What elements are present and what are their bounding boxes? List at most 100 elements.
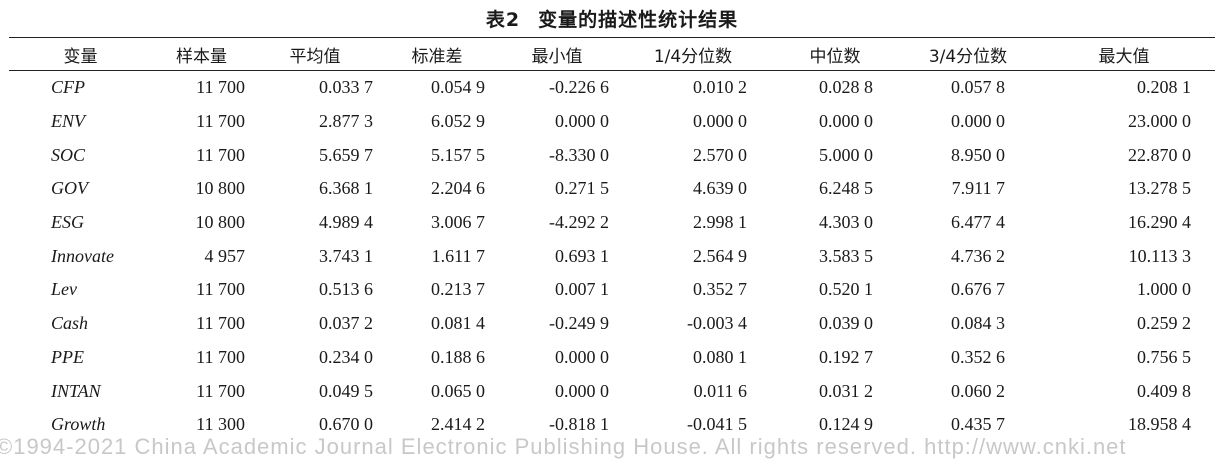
q1-cell: 0.010 2 [693,77,747,98]
min-cell: -4.292 2 [549,212,609,233]
max-cell: 0.208 1 [1137,77,1191,98]
q3-cell: 0.435 7 [951,414,1005,435]
min-cell: 0.693 1 [555,245,609,266]
min-cell: 0.000 0 [555,380,609,401]
max-cell: 10.113 3 [1128,245,1191,266]
q3-cell: 8.950 0 [951,144,1005,165]
q3-cell: 0.060 2 [951,380,1005,401]
header-std-dev: 标准差 [379,37,495,71]
sample-size-cell: 4 957 [204,245,246,266]
median-cell: 0.124 9 [819,414,873,435]
q3-cell: 6.477 4 [951,212,1005,233]
std-dev-cell: 2.414 2 [431,414,485,435]
std-dev-cell: 0.081 4 [431,313,485,334]
variable-cell: PPE [51,346,84,367]
table-row: GOV 10 800 6.368 1 2.204 6 0.271 5 4.639 0 6.2… [9,172,1215,206]
table-row: SOC 11 700 5.659 7 5.157 5 -8.330 0 2.570 0 5.… [9,138,1215,172]
std-dev-cell: 6.052 9 [431,111,485,132]
variable-cell: GOV [51,178,88,199]
variable-cell: CFP [51,77,85,98]
table-row: ENV 11 700 2.877 3 6.052 9 0.000 0 0.000 0 0.0… [9,105,1215,139]
q3-cell: 0.057 8 [951,77,1005,98]
sample-size-cell: 11 700 [196,380,245,401]
min-cell: -0.226 6 [549,77,609,98]
min-cell: -0.818 1 [549,414,609,435]
mean-cell: 4.989 4 [319,212,373,233]
median-cell: 0.000 0 [819,111,873,132]
median-cell: 0.039 0 [819,313,873,334]
mean-cell: 0.049 5 [319,380,373,401]
std-dev-cell: 3.006 7 [431,212,485,233]
std-dev-cell: 1.611 7 [431,245,485,266]
variable-cell: Growth [51,414,106,435]
mean-cell: 3.743 1 [319,245,373,266]
max-cell: 23.000 0 [1128,111,1191,132]
median-cell: 0.192 7 [819,346,873,367]
table-row: INTAN 11 700 0.049 5 0.065 0 0.000 0 0.011 6 0… [9,374,1215,408]
std-dev-cell: 0.065 0 [431,380,485,401]
max-cell: 0.756 5 [1137,346,1191,367]
max-cell: 18.958 4 [1128,414,1191,435]
table-number: 表2 [485,9,521,31]
q1-cell: 2.564 9 [693,245,747,266]
q3-cell: 0.084 3 [951,313,1005,334]
q1-cell: 4.639 0 [693,178,747,199]
table-title: 变量的描述性统计结果 [538,9,739,31]
mean-cell: 0.033 7 [319,77,373,98]
descriptive-statistics-table: 变量 样本量 平均值 标准差 最小值 1/4分位数 中位数 3/4分位数 最大值… [9,37,1215,442]
sample-size-cell: 11 700 [196,77,245,98]
max-cell: 0.259 2 [1137,313,1191,334]
q1-cell: -0.003 4 [687,313,747,334]
table-row: Growth 11 300 0.670 0 2.414 2 -0.818 1 -0.041… [9,408,1215,442]
median-cell: 0.031 2 [819,380,873,401]
mean-cell: 0.037 2 [319,313,373,334]
min-cell: -0.249 9 [549,313,609,334]
table-caption: 表2 变量的描述性统计结果 [0,5,1224,32]
table-row: Cash 11 700 0.037 2 0.081 4 -0.249 9 -0.003 4… [9,307,1215,341]
max-cell: 13.278 5 [1128,178,1191,199]
q1-cell: 0.080 1 [693,346,747,367]
q1-cell: 2.998 1 [693,212,747,233]
table-row: Lev 11 700 0.513 6 0.213 7 0.007 1 0.352 7 0.5… [9,273,1215,307]
std-dev-cell: 0.213 7 [431,279,485,300]
q1-cell: 0.011 6 [693,380,747,401]
mean-cell: 2.877 3 [319,111,373,132]
header-median: 中位数 [767,37,903,71]
table-row: Innovate 4 957 3.743 1 1.611 7 0.693 1 2.564 … [9,239,1215,273]
q3-cell: 4.736 2 [951,245,1005,266]
sample-size-cell: 10 800 [195,212,246,233]
header-max: 最大值 [1033,37,1215,71]
sample-size-cell: 11 700 [196,111,245,132]
sample-size-cell: 11 300 [196,414,245,435]
q3-cell: 7.911 7 [951,178,1005,199]
max-cell: 1.000 0 [1137,279,1191,300]
median-cell: 0.520 1 [819,279,873,300]
variable-cell: INTAN [51,380,101,401]
table-header-row: 变量 样本量 平均值 标准差 最小值 1/4分位数 中位数 3/4分位数 最大值 [9,37,1215,71]
std-dev-cell: 2.204 6 [431,178,485,199]
mean-cell: 0.670 0 [319,414,373,435]
table-body: CFP 11 700 0.033 7 0.054 9 -0.226 6 0.010 2 0.… [9,71,1215,442]
variable-cell: Lev [51,279,77,300]
std-dev-cell: 0.188 6 [431,346,485,367]
max-cell: 0.409 8 [1137,380,1191,401]
q3-cell: 0.676 7 [951,279,1005,300]
max-cell: 16.290 4 [1128,212,1191,233]
sample-size-cell: 11 700 [196,346,245,367]
sample-size-cell: 11 700 [196,144,245,165]
variable-cell: ESG [51,212,84,233]
min-cell: 0.000 0 [555,111,609,132]
min-cell: -8.330 0 [549,144,609,165]
q1-cell: 0.000 0 [693,111,747,132]
mean-cell: 5.659 7 [319,144,373,165]
copyright-watermark: ©1994-2021 China Academic Journal Electr… [0,434,1127,459]
sample-size-cell: 10 800 [195,178,246,199]
mean-cell: 6.368 1 [319,178,373,199]
sample-size-cell: 11 700 [196,279,245,300]
median-cell: 5.000 0 [819,144,873,165]
sample-size-cell: 11 700 [196,313,245,334]
header-variable: 变量 [9,37,152,71]
header-min: 最小值 [495,37,619,71]
mean-cell: 0.513 6 [319,279,373,300]
median-cell: 4.303 0 [819,212,873,233]
